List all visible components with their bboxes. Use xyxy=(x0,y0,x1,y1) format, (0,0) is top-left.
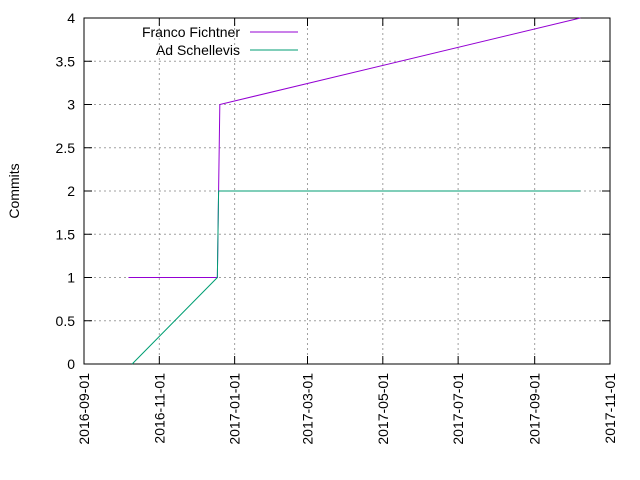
x-tick-label: 2016-09-01 xyxy=(76,373,92,445)
y-tick-label: 2 xyxy=(67,183,75,199)
legend-label: Franco Fichtner xyxy=(142,24,240,40)
x-tick-label: 2017-11-01 xyxy=(602,373,618,444)
y-tick-label: 1.5 xyxy=(56,226,76,242)
y-tick-label: 0 xyxy=(67,356,75,372)
x-tick-label: 2017-07-01 xyxy=(450,373,466,445)
series-line xyxy=(131,190,581,365)
y-tick-label: 4 xyxy=(67,10,75,26)
y-tick-label: 0.5 xyxy=(56,313,76,329)
y-axis-label: Commits xyxy=(6,163,22,218)
x-tick-label: 2017-05-01 xyxy=(375,373,391,445)
y-tick-label: 2.5 xyxy=(56,140,76,156)
y-tick-label: 3.5 xyxy=(56,53,76,69)
x-tick-label: 2017-03-01 xyxy=(299,373,315,445)
plot-border xyxy=(83,17,611,365)
x-tick-label: 2016-11-01 xyxy=(151,373,167,444)
legend-label: Ad Schellevis xyxy=(156,42,240,58)
y-tick-label: 3 xyxy=(67,97,75,113)
y-tick-label: 1 xyxy=(67,270,75,286)
x-tick-label: 2017-09-01 xyxy=(527,373,543,445)
x-tick-label: 2017-01-01 xyxy=(227,373,243,445)
